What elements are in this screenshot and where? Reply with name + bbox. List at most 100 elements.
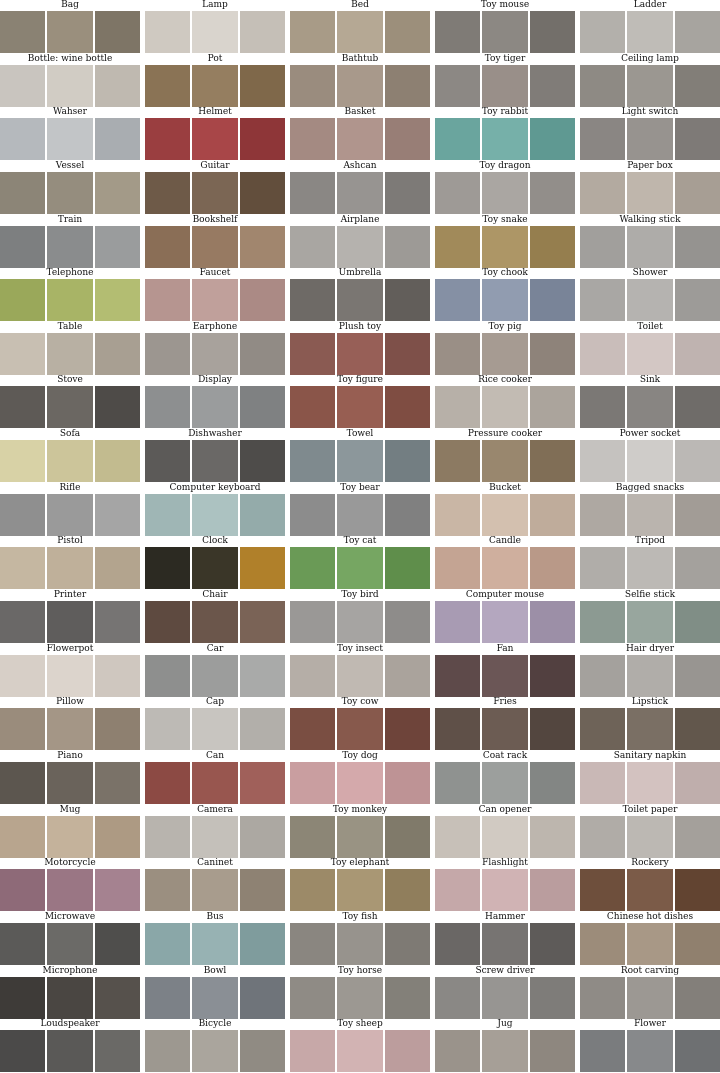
photo-thumbnail <box>580 386 626 429</box>
grid-cell: Candle <box>435 536 575 590</box>
photo-thumbnail <box>674 440 720 483</box>
photo-thumbnail <box>47 386 93 429</box>
photo-thumbnail <box>384 976 430 1019</box>
photo-thumbnail <box>435 64 481 107</box>
cell-label: Bus <box>206 911 224 922</box>
cell-label: Umbrella <box>338 268 382 279</box>
grid-cell: Pistol <box>0 536 140 590</box>
cell-label: Clock <box>202 536 228 547</box>
photo-thumbnail <box>94 1030 140 1073</box>
photo-thumbnail <box>674 386 720 429</box>
grid-cell: Chinese hot dishes <box>580 912 720 966</box>
photo-thumbnail <box>674 225 720 268</box>
cell-label: Towel <box>346 429 374 440</box>
thumbnail-row <box>580 385 720 429</box>
photo-thumbnail <box>239 976 285 1019</box>
cell-label: Pillow <box>56 697 84 708</box>
photo-thumbnail <box>145 225 191 268</box>
photo-thumbnail <box>435 922 481 965</box>
thumbnail-row <box>580 600 720 644</box>
thumbnail-row <box>145 439 285 483</box>
photo-thumbnail <box>47 279 93 322</box>
photo-thumbnail <box>290 708 336 751</box>
thumbnail-row <box>0 654 140 698</box>
photo-thumbnail <box>482 440 528 483</box>
photo-thumbnail <box>384 171 430 214</box>
photo-thumbnail <box>47 11 93 53</box>
grid-cell: Flowerpot <box>0 644 140 698</box>
photo-thumbnail <box>627 386 673 429</box>
photo-thumbnail <box>674 976 720 1019</box>
photo-thumbnail <box>290 869 336 912</box>
thumbnail-row <box>0 225 140 269</box>
grid-cell: Bus <box>145 912 285 966</box>
photo-thumbnail <box>482 654 528 697</box>
photo-thumbnail <box>627 332 673 375</box>
photo-thumbnail <box>627 279 673 322</box>
photo-thumbnail <box>290 440 336 483</box>
photo-thumbnail <box>239 118 285 161</box>
cell-label: Telephone <box>46 268 94 279</box>
photo-thumbnail <box>145 386 191 429</box>
thumbnail-row <box>0 332 140 376</box>
grid-cell: Microwave <box>0 912 140 966</box>
photo-thumbnail <box>384 279 430 322</box>
grid-cell: Can opener <box>435 805 575 859</box>
thumbnail-row <box>435 64 575 108</box>
thumbnail-row <box>0 64 140 108</box>
grid-cell: Bicycle <box>145 1019 285 1073</box>
thumbnail-row <box>580 225 720 269</box>
photo-thumbnail <box>337 869 383 912</box>
grid-cell: Toy cow <box>290 697 430 751</box>
photo-thumbnail <box>47 815 93 858</box>
photo-thumbnail <box>627 922 673 965</box>
thumbnail-row <box>145 868 285 912</box>
photo-thumbnail <box>94 869 140 912</box>
cell-label: Pressure cooker <box>467 429 543 440</box>
photo-thumbnail <box>0 386 46 429</box>
grid-cell: Toilet <box>580 322 720 376</box>
cell-label: Display <box>198 375 232 386</box>
photo-thumbnail <box>482 386 528 429</box>
photo-thumbnail <box>384 761 430 804</box>
thumbnail-row <box>0 439 140 483</box>
photo-thumbnail <box>145 11 191 53</box>
photo-thumbnail <box>482 761 528 804</box>
cell-label: Earphone <box>192 321 238 332</box>
grid-cell: Computer keyboard <box>145 483 285 537</box>
photo-thumbnail <box>482 1030 528 1073</box>
thumbnail-row <box>435 439 575 483</box>
cell-label: Toy insect <box>337 643 383 654</box>
grid-cell: Ceiling lamp <box>580 54 720 108</box>
cell-label: Toy horse <box>337 965 383 976</box>
cell-label: Toilet paper <box>622 804 678 815</box>
photo-thumbnail <box>482 869 528 912</box>
photo-thumbnail <box>529 976 575 1019</box>
thumbnail-row <box>145 332 285 376</box>
photo-thumbnail <box>482 493 528 536</box>
photo-thumbnail <box>482 225 528 268</box>
cell-label: Mug <box>59 804 81 815</box>
photo-thumbnail <box>290 922 336 965</box>
grid-cell: Dishwasher <box>145 429 285 483</box>
photo-thumbnail <box>94 654 140 697</box>
thumbnail-row <box>290 332 430 376</box>
photo-thumbnail <box>0 171 46 214</box>
thumbnail-row <box>145 922 285 966</box>
thumbnail-row <box>435 1029 575 1073</box>
photo-thumbnail <box>435 708 481 751</box>
grid-cell: Tripod <box>580 536 720 590</box>
grid-cell: Flower <box>580 1019 720 1073</box>
thumbnail-row <box>290 171 430 215</box>
photo-thumbnail <box>482 64 528 107</box>
thumbnail-row <box>435 600 575 644</box>
cell-label: Motorcycle <box>44 858 96 869</box>
photo-thumbnail <box>384 493 430 536</box>
thumbnail-row <box>290 654 430 698</box>
photo-thumbnail <box>337 279 383 322</box>
thumbnail-row <box>580 707 720 751</box>
photo-thumbnail <box>47 922 93 965</box>
grid-cell: Toy insect <box>290 644 430 698</box>
grid-cell: Toy cat <box>290 536 430 590</box>
cell-label: Bicycle <box>198 1019 232 1030</box>
